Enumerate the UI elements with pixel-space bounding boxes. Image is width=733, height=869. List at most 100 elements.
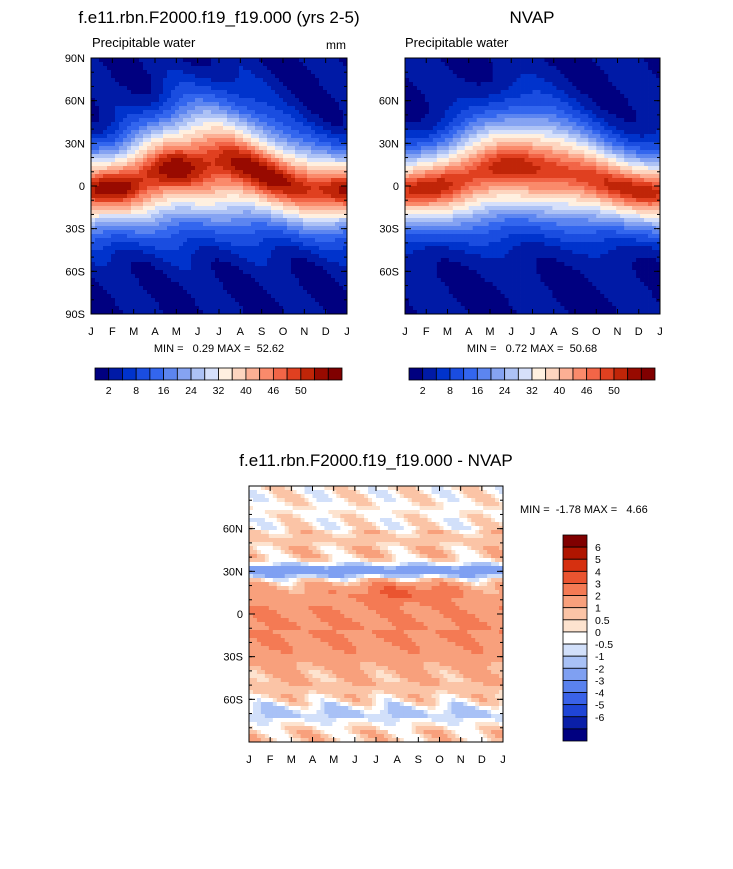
- colorbar-swatch: [562, 655, 588, 669]
- colorbar-swatch: [531, 367, 547, 381]
- colorbar-label: 6: [595, 542, 601, 554]
- x-tick-label: D: [635, 326, 643, 338]
- x-tick-label: O: [592, 326, 601, 338]
- panel-difference-stats: MIN = -1.78 MAX = 4.66: [520, 504, 648, 516]
- colorbar-label: 46: [581, 385, 593, 397]
- colorbar-swatch: [327, 367, 343, 381]
- colorbar-label: 0: [595, 627, 601, 639]
- y-tick-label: 0: [79, 181, 85, 193]
- x-tick-label: S: [571, 326, 578, 338]
- colorbar-label: 50: [608, 385, 620, 397]
- colorbar-swatch: [562, 643, 588, 657]
- x-tick-label: J: [530, 326, 536, 338]
- y-tick-label: 60S: [223, 694, 243, 706]
- colorbar-swatch: [562, 680, 588, 693]
- colorbar-swatch: [163, 367, 178, 381]
- colorbar-label: 24: [499, 385, 511, 397]
- colorbar-swatch: [231, 367, 247, 381]
- x-tick-label: O: [279, 326, 288, 338]
- colorbar-swatch: [517, 367, 533, 381]
- panel-model-left-label: Precipitable water: [92, 35, 196, 50]
- x-tick-label: J: [352, 754, 358, 766]
- colorbar-label: -5: [595, 700, 604, 712]
- colorbar-swatch: [562, 631, 588, 645]
- colorbar-swatch: [408, 367, 424, 381]
- colorbar-swatch: [562, 583, 588, 596]
- panel-model-units-label: mm: [326, 38, 346, 52]
- colorbar-swatch: [176, 367, 192, 381]
- colorbar-swatch: [562, 704, 588, 718]
- colorbar-swatch: [108, 367, 123, 381]
- colorbar-swatch: [204, 367, 219, 381]
- colorbar-swatch: [476, 367, 492, 381]
- colorbar-label: 40: [553, 385, 565, 397]
- colorbar-swatch: [449, 367, 465, 381]
- colorbar-label: 24: [185, 385, 197, 397]
- colorbar-label: 3: [595, 578, 601, 590]
- colorbar-swatch: [422, 367, 437, 381]
- colorbar-label: 1: [595, 603, 601, 615]
- colorbar-swatch: [286, 367, 302, 381]
- colorbar-label: -6: [595, 712, 604, 724]
- x-tick-label: M: [329, 754, 338, 766]
- colorbar-label: 8: [447, 385, 453, 397]
- colorbar-label: 46: [268, 385, 280, 397]
- colorbar-swatch: [300, 367, 315, 381]
- colorbar-nvap: 2 8 16 24 32 40 46 50: [408, 367, 656, 397]
- y-tick-label: 60S: [379, 266, 399, 278]
- x-tick-label: J: [344, 326, 350, 338]
- x-tick-label: A: [151, 326, 159, 338]
- x-tick-label: J: [509, 326, 515, 338]
- x-tick-label: A: [465, 326, 473, 338]
- panel-nvap: NVAP Precipitable water J F M A M J J A S O N D J60N…: [379, 8, 663, 397]
- colorbar-swatch: [599, 367, 615, 381]
- x-tick-label: J: [88, 326, 94, 338]
- colorbar-swatch: [613, 367, 629, 381]
- x-tick-label: M: [287, 754, 296, 766]
- colorbar-swatch: [572, 367, 588, 381]
- colorbar-swatch: [94, 367, 110, 381]
- colorbar-swatch: [135, 367, 151, 381]
- x-tick-label: J: [216, 326, 222, 338]
- y-tick-label: 30S: [65, 224, 85, 236]
- colorbar-swatch: [463, 367, 478, 381]
- x-tick-label: N: [614, 326, 622, 338]
- contour-field-difference: [249, 486, 503, 742]
- y-tick-label: 0: [237, 609, 243, 621]
- colorbar-swatch: [149, 367, 165, 381]
- x-tick-label: A: [309, 754, 317, 766]
- colorbar-swatch: [190, 367, 206, 381]
- colorbar-label: 16: [471, 385, 483, 397]
- colorbar-label: 0.5: [595, 615, 610, 627]
- x-tick-label: A: [550, 326, 558, 338]
- colorbar-swatch: [562, 570, 588, 584]
- colorbar-swatch: [314, 367, 329, 381]
- x-tick-label: J: [195, 326, 201, 338]
- colorbar-swatch: [562, 716, 588, 730]
- y-tick-label: 30S: [379, 224, 399, 236]
- colorbar-swatch: [545, 367, 560, 381]
- colorbar-label: -3: [595, 675, 604, 687]
- x-tick-label: D: [322, 326, 330, 338]
- panel-nvap-stats: MIN = 0.72 MAX = 50.68: [467, 343, 597, 355]
- x-tick-label: F: [109, 326, 116, 338]
- colorbar-label: 32: [526, 385, 538, 397]
- panel-model: f.e11.rbn.F2000.f19_f19.000 (yrs 2-5) Pr…: [65, 8, 360, 397]
- panel-difference-title: f.e11.rbn.F2000.f19_f19.000 - NVAP: [239, 451, 512, 470]
- x-tick-label: J: [500, 754, 506, 766]
- y-tick-label: 90N: [65, 53, 85, 65]
- colorbar-swatch: [122, 367, 137, 381]
- y-tick-label: 60S: [65, 266, 85, 278]
- panel-nvap-title: NVAP: [509, 8, 554, 27]
- x-tick-label: M: [485, 326, 494, 338]
- x-tick-label: J: [657, 326, 663, 338]
- colorbar-label: 2: [106, 385, 112, 397]
- colorbar-swatch: [640, 367, 656, 381]
- colorbar-swatch: [504, 367, 519, 381]
- x-tick-label: M: [172, 326, 181, 338]
- x-tick-label: M: [443, 326, 452, 338]
- x-tick-label: F: [423, 326, 430, 338]
